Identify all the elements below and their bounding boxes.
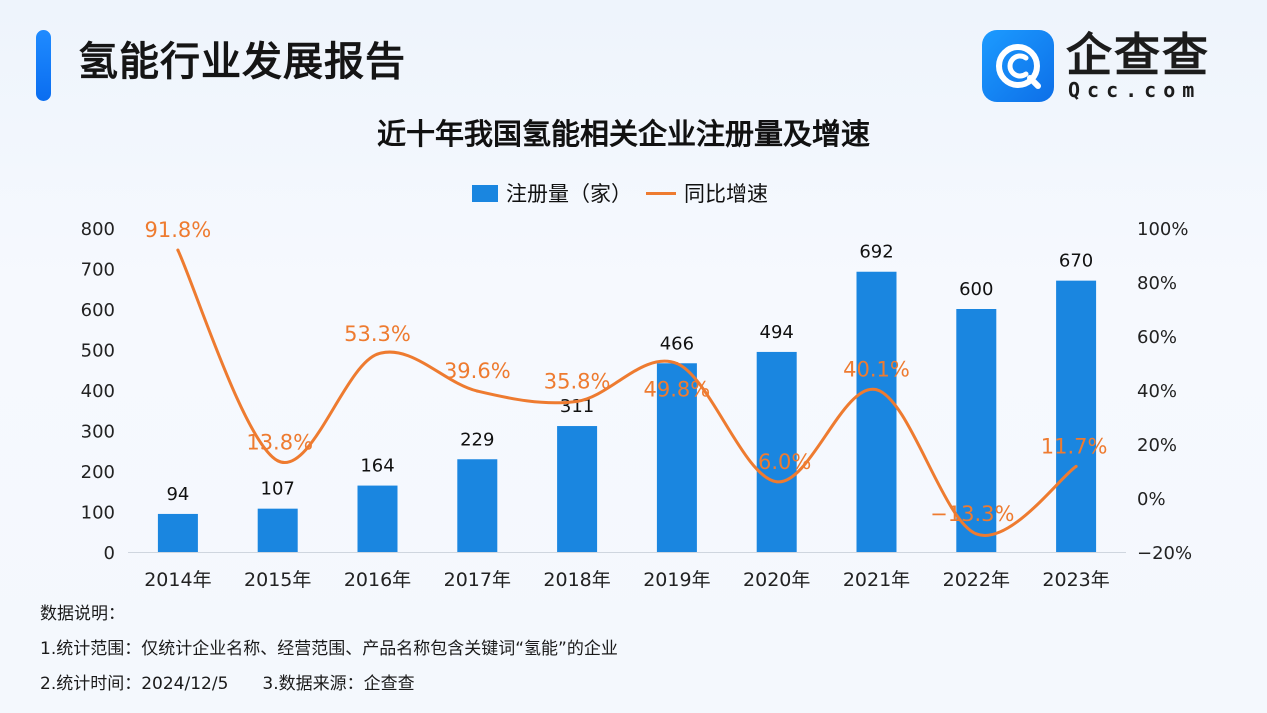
growth-value-label: 6.0%: [758, 450, 811, 474]
y2-tick-label: 0%: [1137, 489, 1166, 510]
x-tick-label: 2016年: [344, 569, 411, 591]
growth-point: [775, 480, 779, 484]
title-accent-bar: [36, 30, 51, 101]
growth-value-label: −13.3%: [930, 502, 1014, 526]
growth-value-label: 49.8%: [644, 378, 711, 402]
y2-tick-label: −20%: [1137, 543, 1192, 564]
logo-text-en: Qcc.com: [1068, 78, 1202, 102]
y2-tick-label: 100%: [1137, 219, 1188, 240]
x-tick-label: 2018年: [543, 569, 610, 591]
growth-point: [376, 352, 379, 356]
x-tick-label: 2017年: [444, 569, 511, 591]
growth-value-label: 13.8%: [246, 431, 313, 455]
growth-value-label: 11.7%: [1041, 434, 1108, 458]
bar-value-label: 466: [660, 333, 694, 354]
bar-value-label: 600: [959, 279, 993, 300]
y-tick-label: 300: [81, 422, 115, 443]
y2-tick-label: 60%: [1137, 327, 1177, 348]
x-tick-label: 2023年: [1042, 569, 1109, 591]
bar: [557, 426, 598, 552]
legend-label-registrations: 注册量（家）: [506, 182, 632, 206]
y-tick-label: 600: [81, 300, 115, 321]
qcc-logo: 企查查 Qcc.com: [982, 28, 1222, 104]
bar-value-label: 94: [166, 484, 189, 505]
legend-label-growth: 同比增速: [684, 182, 768, 206]
bar: [856, 271, 897, 552]
bar-value-label: 494: [760, 322, 794, 343]
growth-point: [575, 399, 579, 403]
chart-legend: 注册量（家） 同比增速: [472, 178, 768, 208]
chart-title: 近十年我国氢能相关企业注册量及增速: [376, 117, 870, 151]
notes-line-2: 2.统计时间：2024/12/5 3.数据来源：企查查: [40, 667, 618, 702]
growth-value-label: 39.6%: [444, 359, 511, 383]
y-tick-label: 700: [81, 260, 115, 281]
growth-value-label: 40.1%: [843, 358, 910, 382]
bar: [656, 363, 697, 552]
notes-line-1: 1.统计范围：仅统计企业名称、经营范围、产品名称包含关键词“氢能”的企业: [40, 639, 618, 659]
x-tick-label: 2019年: [643, 569, 710, 591]
bar-value-label: 164: [360, 456, 394, 477]
bar-value-label: 692: [859, 242, 893, 263]
report-title: 氢能行业发展报告: [78, 39, 406, 85]
y2-tick-label: 40%: [1137, 381, 1177, 402]
bar: [756, 351, 797, 552]
data-notes: 数据说明： 1.统计范围：仅统计企业名称、经营范围、产品名称包含关键词“氢能”的…: [40, 597, 618, 702]
bar: [357, 485, 398, 552]
growth-point: [1074, 464, 1078, 468]
y-tick-label: 100: [81, 503, 115, 524]
x-tick-label: 2014年: [144, 569, 211, 591]
notes-source: 3.数据来源：企查查: [262, 674, 415, 694]
y2-tick-label: 20%: [1137, 435, 1177, 456]
growth-point: [176, 248, 180, 252]
bar: [157, 513, 198, 552]
notes-heading: 数据说明：: [40, 604, 125, 624]
legend-bar-swatch: [472, 184, 498, 202]
x-tick-label: 2015年: [244, 569, 311, 591]
notes-stat-time: 2.统计时间：2024/12/5: [40, 674, 229, 694]
bar-value-label: 107: [261, 479, 295, 500]
bar: [1056, 280, 1097, 552]
growth-value-label: 53.3%: [344, 322, 411, 346]
growth-value-label: 35.8%: [544, 369, 611, 393]
logo-text-cn: 企查查: [1066, 28, 1210, 82]
bar-value-label: 229: [460, 429, 494, 450]
bar: [257, 508, 298, 552]
growth-line: [176, 248, 1078, 537]
bar: [956, 309, 997, 552]
x-tick-label: 2020年: [743, 569, 810, 591]
y-tick-label: 400: [81, 381, 115, 402]
y-tick-label: 500: [81, 341, 115, 362]
growth-value-label: 91.8%: [145, 218, 212, 242]
y2-tick-label: 80%: [1137, 273, 1177, 294]
x-tick-label: 2021年: [843, 569, 910, 591]
y-tick-label: 0: [104, 543, 115, 564]
growth-point: [675, 362, 679, 366]
bar: [457, 459, 498, 552]
y-tick-label: 800: [81, 219, 115, 240]
y-tick-label: 200: [81, 462, 115, 483]
growth-point: [875, 388, 878, 392]
qcc-logo-icon: [982, 30, 1054, 102]
growth-point: [276, 459, 280, 463]
bar-value-label: 670: [1059, 251, 1093, 272]
growth-point: [475, 389, 479, 393]
legend-line-swatch: [646, 191, 676, 195]
x-tick-label: 2022年: [943, 569, 1010, 591]
growth-point: [974, 532, 978, 536]
